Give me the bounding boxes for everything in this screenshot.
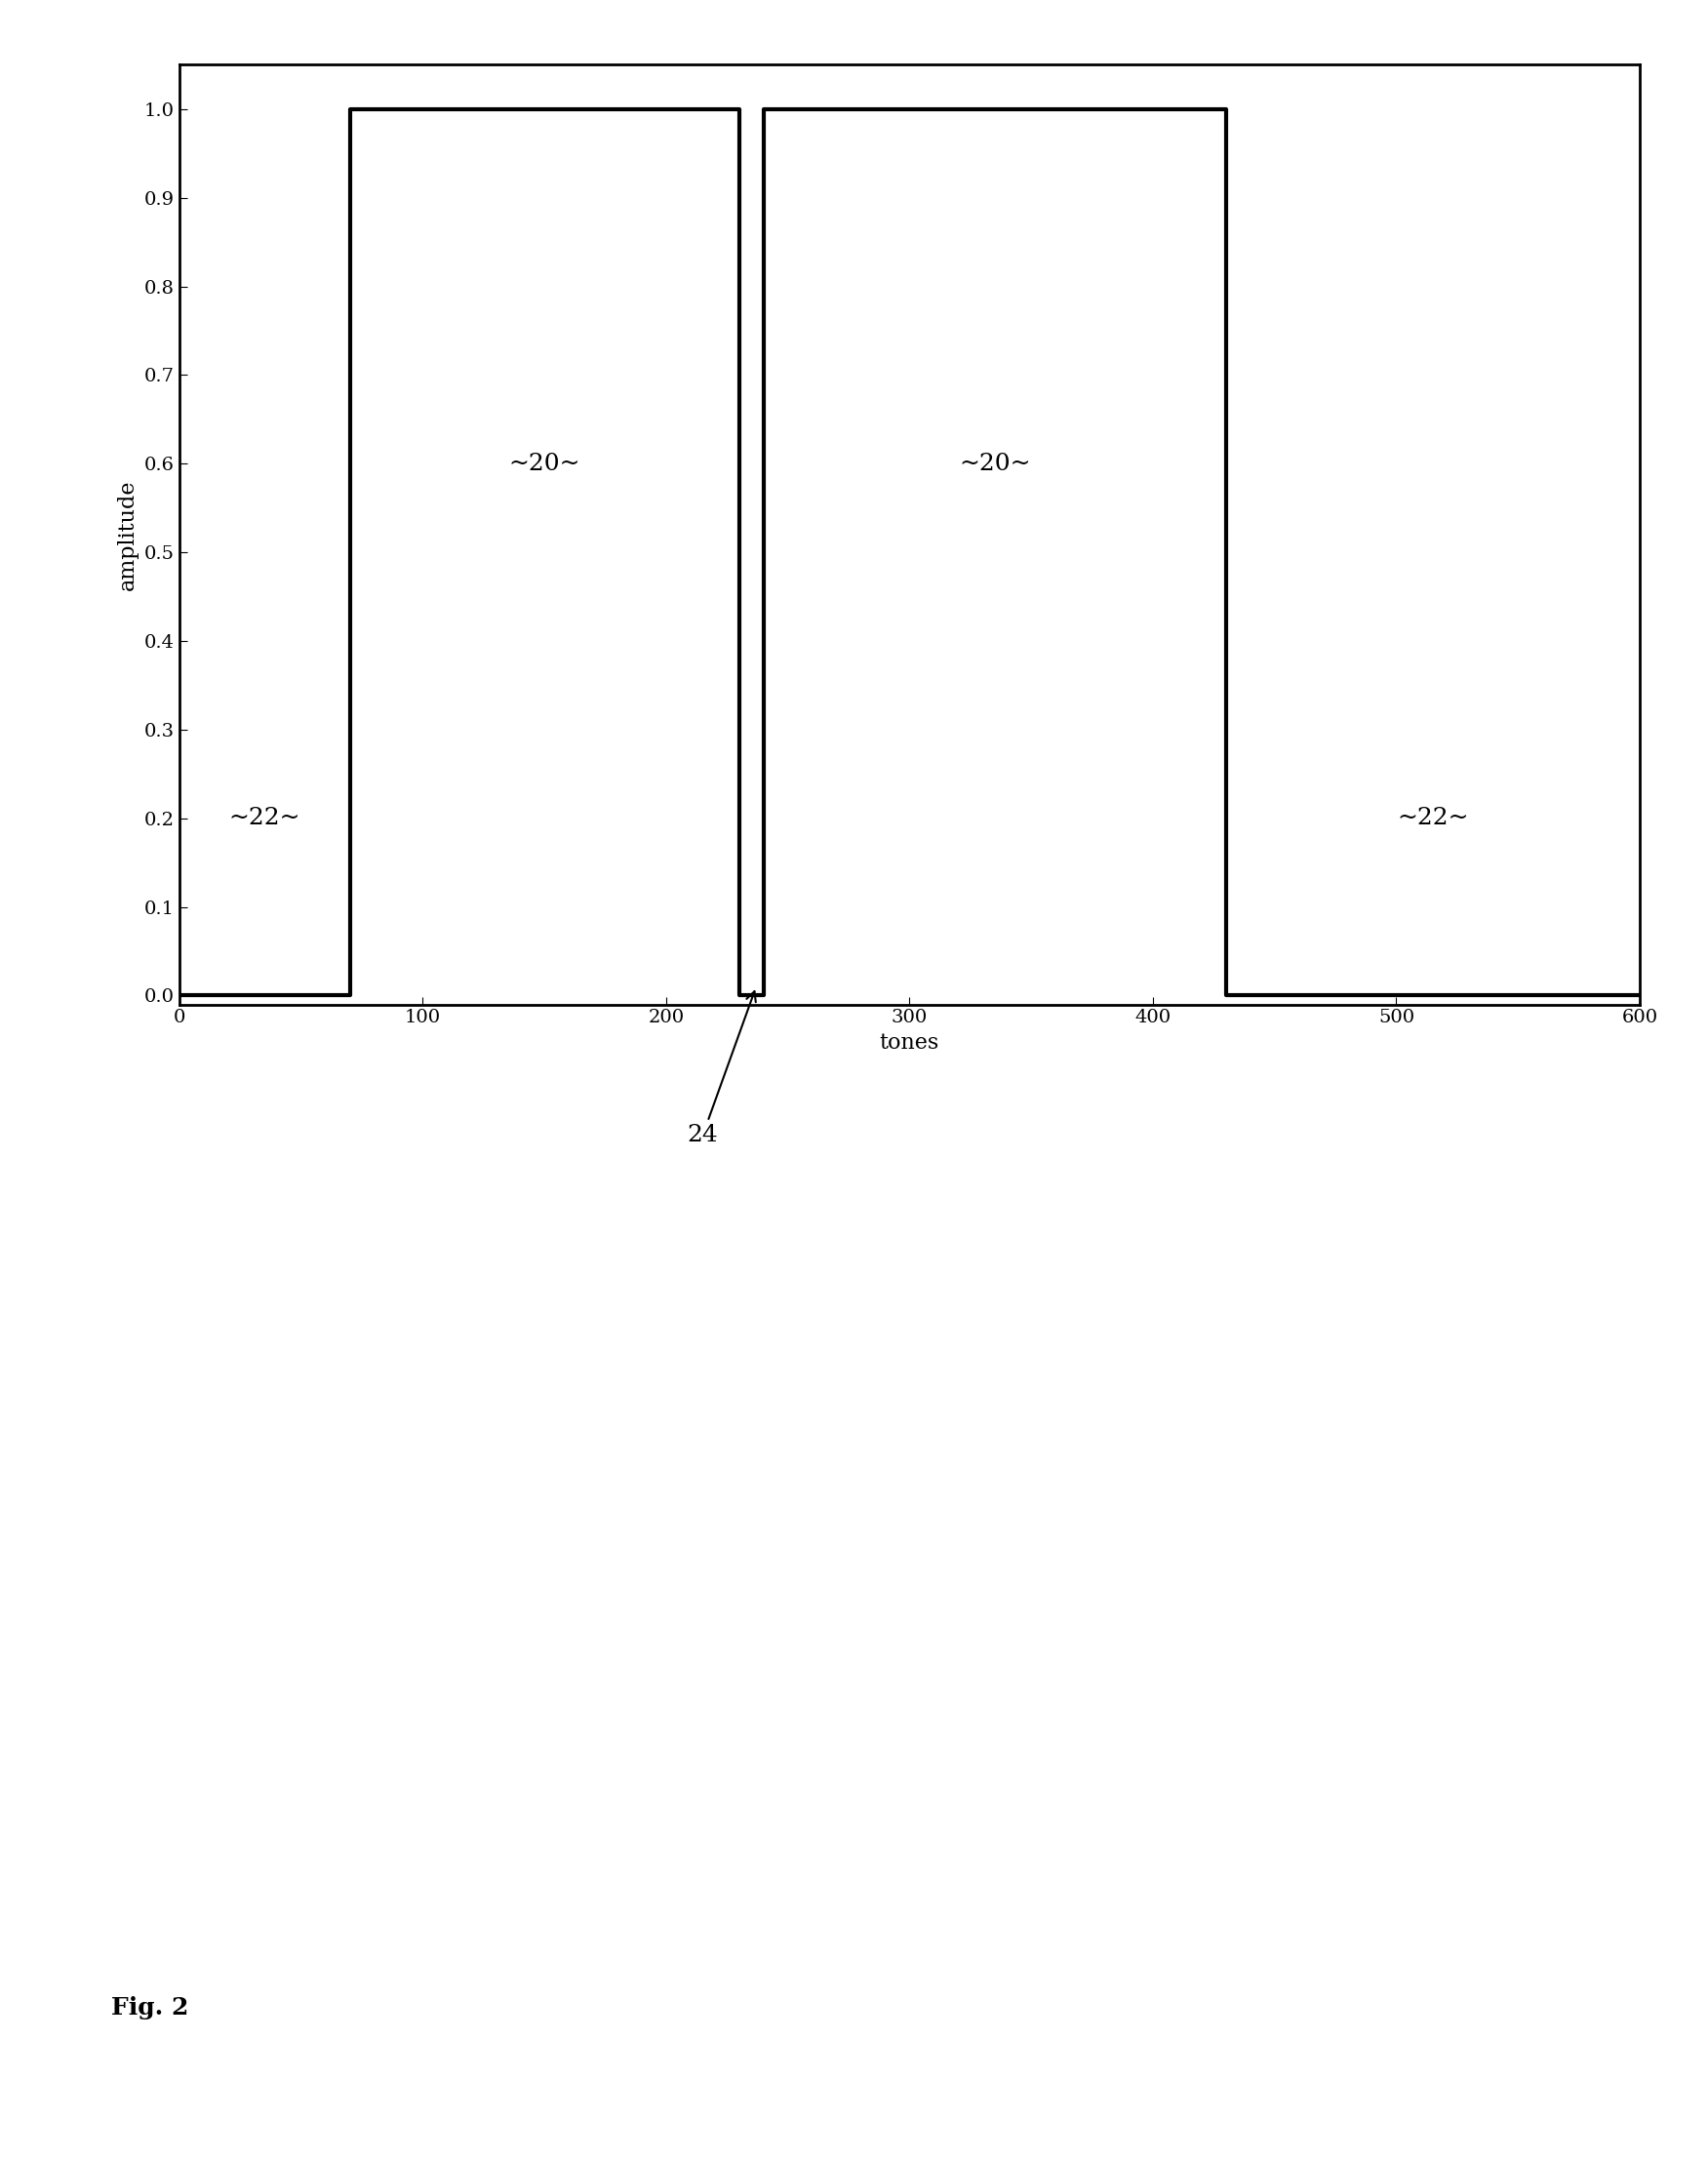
Text: Fig. 2: Fig. 2	[111, 1996, 188, 2020]
Text: ~22~: ~22~	[1397, 808, 1469, 829]
X-axis label: tones: tones	[880, 1032, 939, 1054]
Text: ~22~: ~22~	[229, 808, 301, 829]
Y-axis label: amplitude: amplitude	[118, 480, 138, 590]
Text: ~20~: ~20~	[509, 451, 581, 475]
Text: 24: 24	[687, 991, 755, 1147]
Text: ~20~: ~20~	[958, 451, 1030, 475]
